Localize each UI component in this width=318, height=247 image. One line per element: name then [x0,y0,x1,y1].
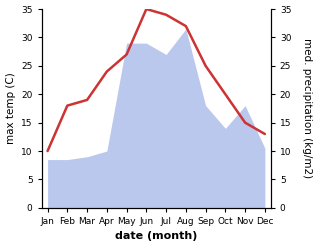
Y-axis label: med. precipitation (kg/m2): med. precipitation (kg/m2) [302,38,313,179]
Y-axis label: max temp (C): max temp (C) [5,73,16,144]
X-axis label: date (month): date (month) [115,231,197,242]
